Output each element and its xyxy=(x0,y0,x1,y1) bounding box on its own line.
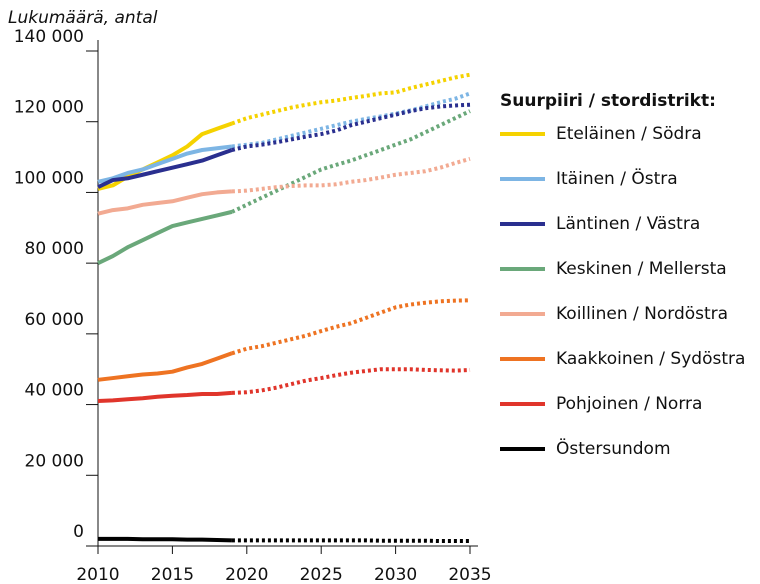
legend-label: Keskinen / Mellersta xyxy=(556,259,727,279)
forecast-line xyxy=(231,156,471,194)
history-line xyxy=(97,144,233,184)
y-tick-label: 140 000 xyxy=(14,27,84,47)
history-line xyxy=(98,536,232,543)
x-tick-label: 2015 xyxy=(151,565,194,584)
y-tick-label: 60 000 xyxy=(25,310,84,330)
y-tick-label: 100 000 xyxy=(14,168,84,188)
y-tick-label: 0 xyxy=(73,522,84,542)
x-tick-label: 2010 xyxy=(76,565,119,584)
forecast-line xyxy=(231,367,471,395)
forecast-line xyxy=(231,109,471,214)
legend-label: Östersundom xyxy=(556,437,671,459)
y-tick-label: 40 000 xyxy=(25,381,84,401)
y-tick-label: 120 000 xyxy=(14,98,84,118)
history-line xyxy=(97,351,233,382)
legend-title: Suurpiiri / stordistrikt: xyxy=(500,91,716,111)
legend-label: Kaakkoinen / Sydöstra xyxy=(556,349,745,369)
legend-label: Läntinen / Västra xyxy=(556,214,700,234)
x-tick-label: 2020 xyxy=(225,565,268,584)
x-tick-label: 2025 xyxy=(300,565,343,584)
forecast-line xyxy=(231,72,471,126)
chart-title: Lukumäärä, antal xyxy=(8,8,158,28)
forecast-line xyxy=(231,538,470,544)
legend-label: Pohjoinen / Norra xyxy=(556,394,702,414)
y-tick-label: 20 000 xyxy=(25,451,84,471)
y-tick-label: 80 000 xyxy=(25,239,84,259)
x-tick-label: 2030 xyxy=(374,565,417,584)
legend-label: Itäinen / Östra xyxy=(556,167,678,189)
history-line xyxy=(97,390,233,404)
x-tick-label: 2035 xyxy=(448,565,491,584)
history-line xyxy=(97,189,233,216)
forecast-line xyxy=(231,91,471,149)
forecast-line xyxy=(231,298,471,356)
history-line xyxy=(97,209,233,265)
legend-label: Koillinen / Nordöstra xyxy=(556,304,728,324)
legend-label: Eteläinen / Södra xyxy=(556,124,702,144)
forecast-line xyxy=(231,102,471,152)
history-line xyxy=(97,148,233,189)
